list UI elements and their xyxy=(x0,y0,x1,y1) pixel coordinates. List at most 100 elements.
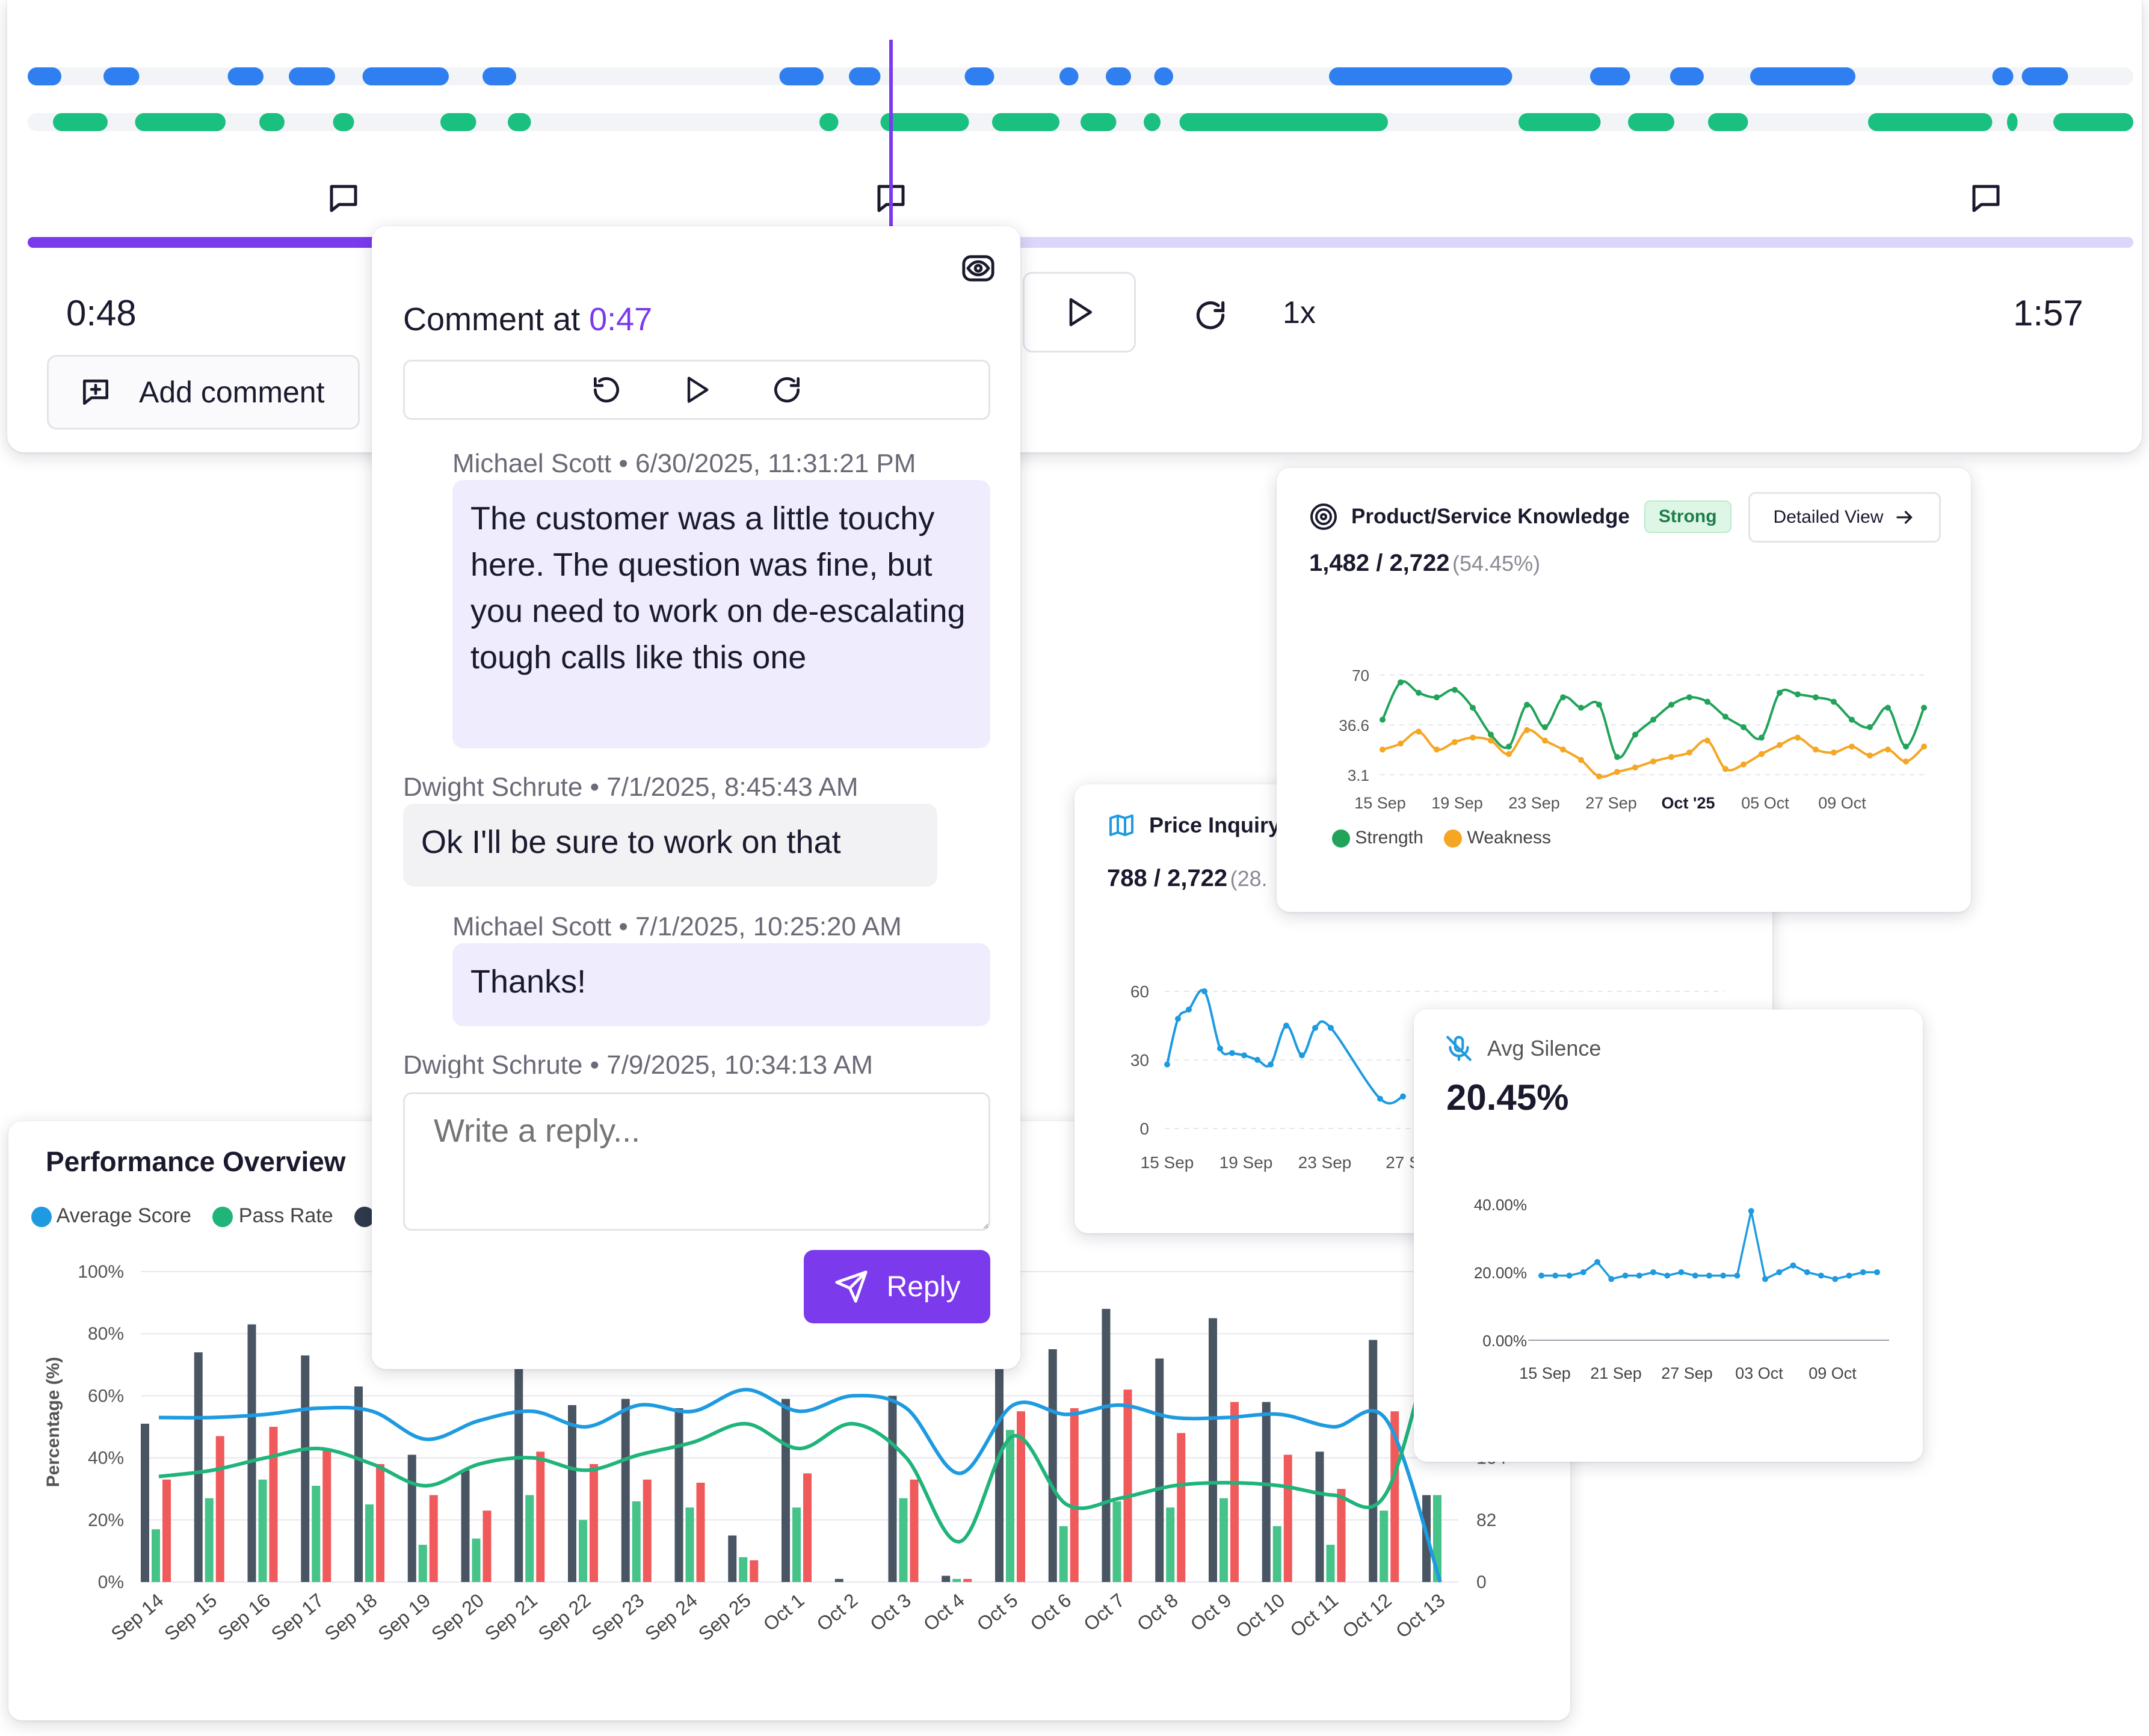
agent-segment xyxy=(103,67,140,85)
bar xyxy=(152,1529,160,1582)
data-point xyxy=(1722,766,1728,772)
legend-pass-rate[interactable]: Pass Rate xyxy=(212,1204,333,1228)
data-point xyxy=(1650,1269,1656,1275)
comment-play-button[interactable] xyxy=(676,369,718,411)
data-point xyxy=(1777,742,1783,748)
legend-average-score[interactable]: Average Score xyxy=(31,1204,191,1228)
customer-segment xyxy=(1144,113,1161,131)
data-point xyxy=(1903,758,1909,765)
data-point xyxy=(1580,1269,1586,1275)
comment-thread[interactable]: Michael Scott • 6/30/2025, 11:31:21 PM T… xyxy=(372,449,1020,1315)
speed-button[interactable]: 1x xyxy=(1283,295,1316,330)
bar xyxy=(194,1352,203,1582)
data-point xyxy=(1560,694,1566,701)
bar xyxy=(568,1405,576,1582)
add-comment-button[interactable]: Add comment xyxy=(47,355,360,429)
comment-title: Comment at 0:47 xyxy=(403,301,652,338)
legend-strength[interactable]: Strength xyxy=(1332,828,1423,848)
data-point xyxy=(1254,1057,1260,1063)
x-tick-label: Oct 13 xyxy=(1392,1589,1449,1642)
bar xyxy=(322,1448,331,1582)
data-point xyxy=(1704,698,1710,705)
hide-comment-button[interactable] xyxy=(954,244,1002,292)
data-point xyxy=(1506,743,1512,750)
forward-button[interactable] xyxy=(766,369,808,411)
reply-button[interactable]: Reply xyxy=(804,1250,990,1323)
bar xyxy=(1369,1340,1378,1582)
bar xyxy=(301,1355,310,1582)
data-point xyxy=(1416,689,1422,696)
agent-segment xyxy=(227,67,264,85)
bar xyxy=(590,1464,598,1582)
bar xyxy=(739,1557,748,1582)
message-bubble: The customer was a little touchy here. T… xyxy=(452,480,990,748)
data-point xyxy=(1283,1023,1289,1029)
data-point xyxy=(1668,701,1674,708)
right-tick-label: 0 xyxy=(1476,1572,1487,1592)
bar xyxy=(514,1361,523,1582)
data-point xyxy=(1790,1262,1796,1269)
message-meta: Michael Scott • 6/30/2025, 11:31:21 PM xyxy=(452,449,916,478)
x-tick-label: Sep 23 xyxy=(587,1589,648,1645)
x-tick-label: Oct 10 xyxy=(1232,1589,1289,1642)
progress-bar[interactable] xyxy=(28,237,2133,248)
bar xyxy=(1272,1526,1281,1582)
y-tick-label: 40% xyxy=(88,1448,124,1468)
agent-segment xyxy=(28,67,61,85)
data-point xyxy=(1849,716,1855,723)
bar xyxy=(942,1575,951,1582)
bar xyxy=(995,1355,1004,1582)
bar xyxy=(1337,1489,1346,1582)
play-button[interactable] xyxy=(1023,272,1136,352)
x-tick-label: Oct 11 xyxy=(1286,1589,1342,1642)
data-point xyxy=(1488,731,1494,738)
detailed-view-button[interactable]: Detailed View xyxy=(1748,492,1941,543)
customer-segment xyxy=(2007,113,2018,131)
data-point xyxy=(1795,691,1801,698)
data-point xyxy=(1706,1272,1712,1279)
data-point xyxy=(1759,751,1765,757)
data-point xyxy=(1434,694,1440,701)
agent-segment xyxy=(779,67,824,85)
bar xyxy=(269,1427,278,1582)
comment-title-time[interactable]: 0:47 xyxy=(589,301,653,337)
legend-weakness[interactable]: Weakness xyxy=(1444,828,1551,848)
performance-title: Performance Overview xyxy=(46,1146,346,1177)
reply-input[interactable] xyxy=(403,1092,990,1231)
x-tick-label: 15 Sep xyxy=(1519,1364,1571,1382)
bar xyxy=(141,1423,149,1582)
legend-other[interactable] xyxy=(354,1204,375,1228)
rewind-button[interactable] xyxy=(585,369,627,411)
avg-silence-chart: 40.00% 20.00% 0.00% 15 Sep 21 Sep 27 Sep 03 Oc… xyxy=(1474,1196,1889,1382)
bar xyxy=(247,1324,256,1582)
data-point xyxy=(1921,704,1927,711)
forward-button[interactable] xyxy=(1186,291,1235,339)
comment-marker-icon[interactable] xyxy=(873,180,909,217)
customer-segment xyxy=(135,113,226,131)
y-tick-label: 40.00% xyxy=(1474,1196,1527,1214)
y-tick-label: 20.00% xyxy=(1474,1264,1527,1282)
x-tick-label: 09 Oct xyxy=(1818,794,1866,812)
data-point xyxy=(1596,701,1602,708)
performance-chart: 100%80%60%40%20%0%164820Percentage (%)Se… xyxy=(43,1262,1506,1645)
data-point xyxy=(1560,746,1566,753)
data-point xyxy=(1400,1093,1406,1100)
x-tick-label: Sep 15 xyxy=(160,1589,221,1645)
bar xyxy=(1177,1433,1186,1582)
x-tick-label: Oct 5 xyxy=(973,1589,1022,1636)
add-comment-label: Add comment xyxy=(139,375,325,409)
current-time: 0:48 xyxy=(66,293,137,333)
data-point xyxy=(1734,1272,1740,1279)
bar xyxy=(792,1507,801,1582)
agent-segment xyxy=(289,67,335,85)
speaker-timeline[interactable] xyxy=(28,58,2133,142)
agent-segment xyxy=(1992,67,2014,85)
bar xyxy=(162,1479,171,1582)
knowledge-title: Product/Service Knowledge xyxy=(1351,505,1630,528)
x-tick-label: Oct 9 xyxy=(1186,1589,1236,1636)
customer-segment xyxy=(53,113,108,131)
x-tick-label: Oct 3 xyxy=(866,1589,915,1636)
comment-marker-icon[interactable] xyxy=(325,180,362,217)
comment-marker-icon[interactable] xyxy=(1968,180,2004,217)
playhead[interactable] xyxy=(889,40,893,250)
